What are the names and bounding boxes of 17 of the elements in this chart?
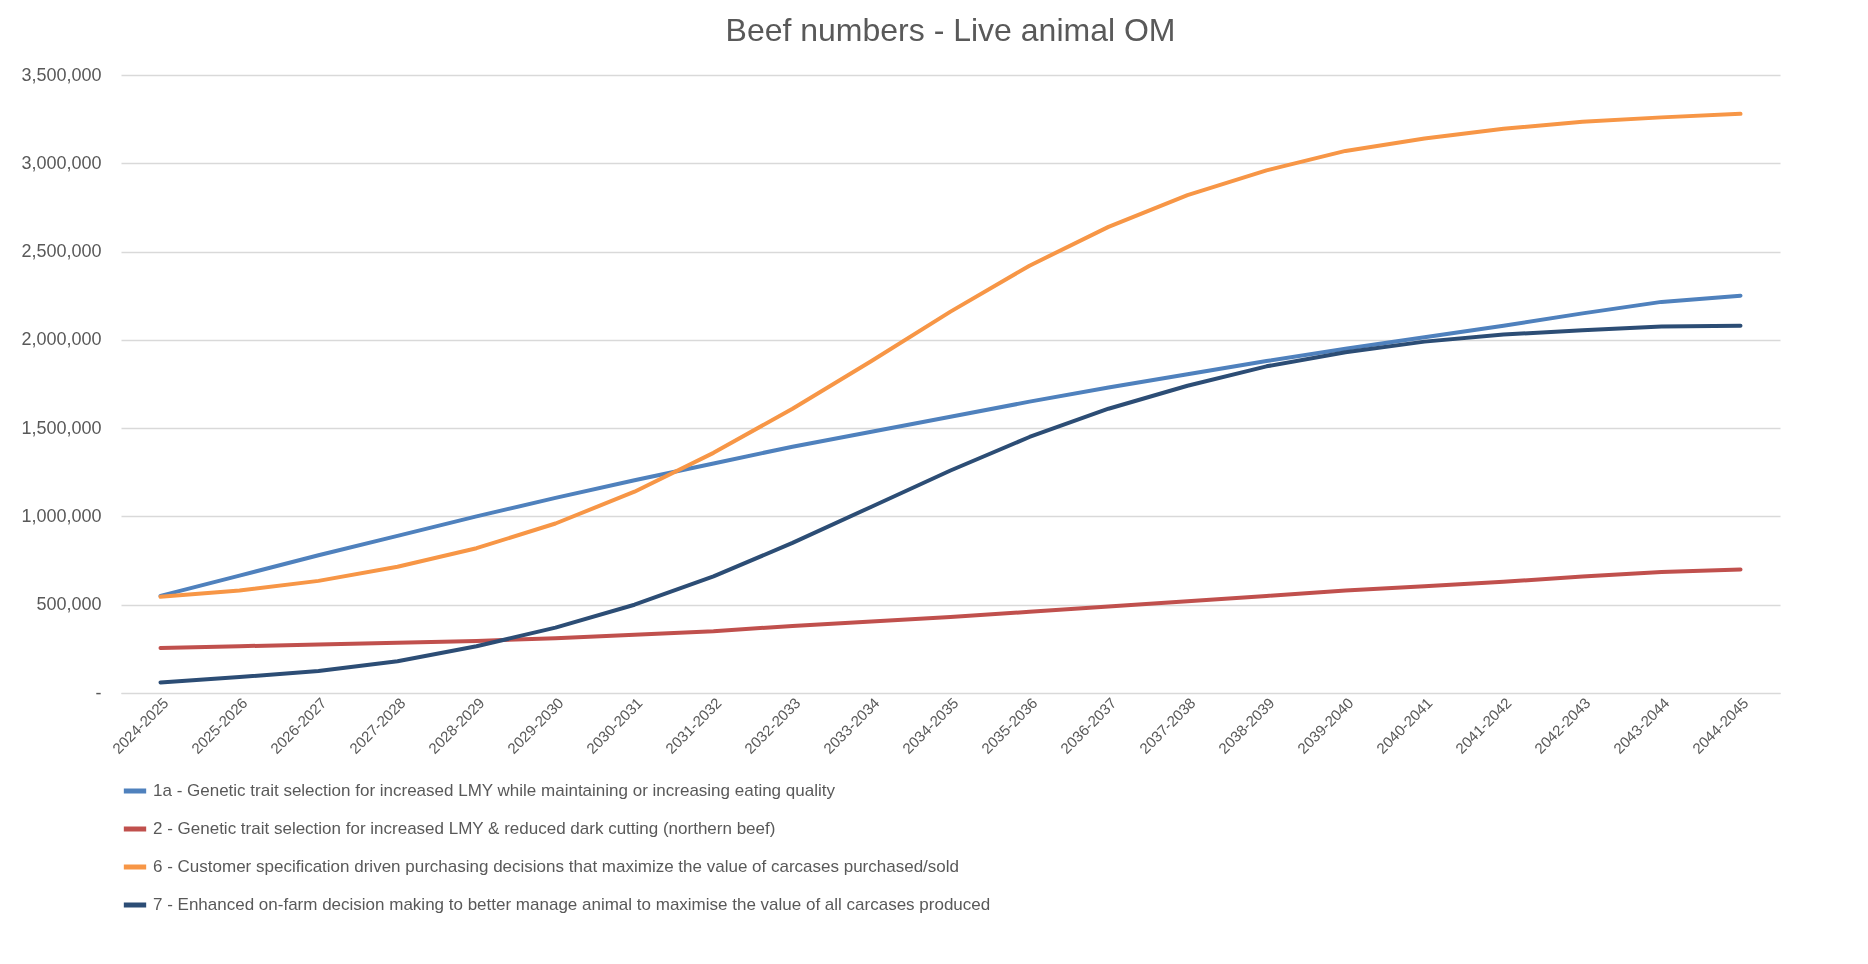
legend-label: 2 - Genetic trait selection for increased LMY & reduced dark cutting (northern beef): [153, 819, 776, 838]
line-series: [158, 323, 1743, 685]
y-tick-label: 1,000,000: [21, 505, 102, 526]
y-tick-label: 3,500,000: [21, 64, 102, 85]
legend-label: 1a - Genetic trait selection for increased LMY while maintaining or increasing eating quality: [153, 781, 836, 800]
y-tick-label: 3,000,000: [21, 152, 102, 173]
legend-label: 7 - Enhanced on-farm decision making to better manage animal to maximise the value of all carcases produced: [153, 895, 991, 914]
y-tick-label: 500,000: [36, 594, 102, 615]
legend-label: 6 - Customer specification driven purchasing decisions that maximize the value of carcases purchased/sold: [153, 857, 960, 876]
y-tick-label: -: [95, 682, 102, 703]
line-series: [158, 111, 1743, 599]
y-tick-label: 1,500,000: [21, 417, 102, 438]
y-tick-label: 2,500,000: [21, 241, 102, 262]
chart-title: Beef numbers - Live animal OM: [725, 12, 1176, 48]
line-series: [158, 567, 1743, 650]
y-tick-label: 2,000,000: [21, 329, 102, 350]
line-series: [158, 293, 1743, 598]
